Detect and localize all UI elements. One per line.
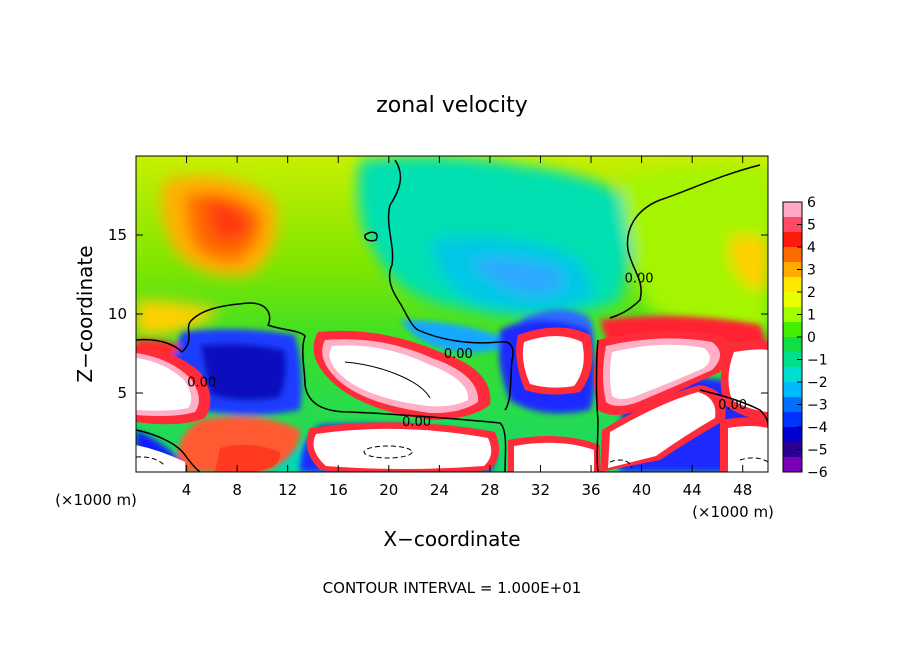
colorbar-tick-label: 0 — [807, 330, 816, 346]
colorbar-swatch — [783, 412, 802, 428]
colorbar-swatch — [783, 427, 802, 443]
colorbar-swatch — [783, 337, 802, 353]
colorbar-swatch — [783, 442, 802, 458]
y-axis-ticks: 5 10 15 — [108, 226, 768, 402]
y-tick-label: 15 — [108, 226, 127, 244]
colorbar-swatch — [783, 277, 802, 293]
x-unit-label: (×1000 m) — [692, 503, 774, 521]
colorbar-tick-label: −1 — [807, 353, 828, 369]
contour-label: 0.00 — [187, 376, 216, 391]
x-tick-label: 16 — [329, 481, 348, 499]
colorbar-tick-label: 4 — [807, 240, 816, 256]
x-tick-label: 48 — [733, 481, 752, 499]
colorbar-swatch — [783, 202, 802, 218]
colorbar-tick-label: 6 — [807, 195, 816, 211]
z-unit-label: (×1000 m) — [55, 491, 137, 509]
colorbar-swatch — [783, 382, 802, 398]
contour-interval-note: CONTOUR INTERVAL = 1.000E+01 — [323, 579, 582, 597]
colorbar-swatch — [783, 292, 802, 308]
x-tick-label: 28 — [480, 481, 499, 499]
colorbar-tick-label: −6 — [807, 465, 828, 481]
colorbar-tick-label: 3 — [807, 263, 816, 279]
colorbar-swatch — [783, 247, 802, 263]
contour-label: 0.00 — [402, 415, 431, 430]
colorbar-tick-label: 1 — [807, 308, 816, 324]
colorbar-swatch — [783, 322, 802, 338]
y-tick-label: 5 — [117, 384, 127, 402]
colorbar-tick-label: −3 — [807, 398, 828, 414]
x-tick-label: 44 — [683, 481, 702, 499]
contour-label: 0.00 — [718, 398, 747, 413]
contour-label: 0.00 — [625, 271, 654, 286]
colorbar-swatch — [783, 217, 802, 233]
colorbar-swatch — [783, 262, 802, 278]
colorbar-tick-label: −2 — [807, 375, 828, 391]
contour-label: 0.00 — [444, 347, 473, 362]
colorbar-swatch — [783, 457, 802, 473]
x-tick-label: 40 — [632, 481, 651, 499]
x-tick-label: 8 — [232, 481, 242, 499]
velocity-field — [136, 156, 768, 472]
colorbar-swatch — [783, 307, 802, 323]
x-tick-label: 32 — [531, 481, 550, 499]
x-tick-label: 20 — [379, 481, 398, 499]
colorbar-swatch — [783, 232, 802, 248]
x-axis-label: X−coordinate — [383, 527, 520, 551]
y-axis-label: Z−coordinate — [73, 245, 97, 382]
colorbar: 6 5 4 3 2 1 0 −1 −2 −3 −4 −5 −6 — [782, 195, 828, 481]
colorbar-tick-label: −5 — [807, 443, 828, 459]
x-axis-ticks: 4 8 12 16 20 24 28 32 36 40 44 48 — [182, 156, 752, 499]
x-tick-label: 12 — [278, 481, 297, 499]
y-tick-label: 10 — [108, 305, 127, 323]
colorbar-tick-label: 2 — [807, 285, 816, 301]
colorbar-tick-label: 5 — [807, 218, 816, 234]
contour-labels: 0.00 0.00 0.00 0.00 0.00 — [187, 271, 747, 430]
x-tick-label: 4 — [182, 481, 192, 499]
colorbar-swatch — [783, 352, 802, 368]
colorbar-swatch — [783, 367, 802, 383]
x-tick-label: 36 — [581, 481, 600, 499]
x-tick-label: 24 — [430, 481, 449, 499]
chart-title: zonal velocity — [376, 93, 528, 118]
colorbar-tick-label: −4 — [807, 420, 828, 436]
colorbar-swatch — [783, 397, 802, 413]
